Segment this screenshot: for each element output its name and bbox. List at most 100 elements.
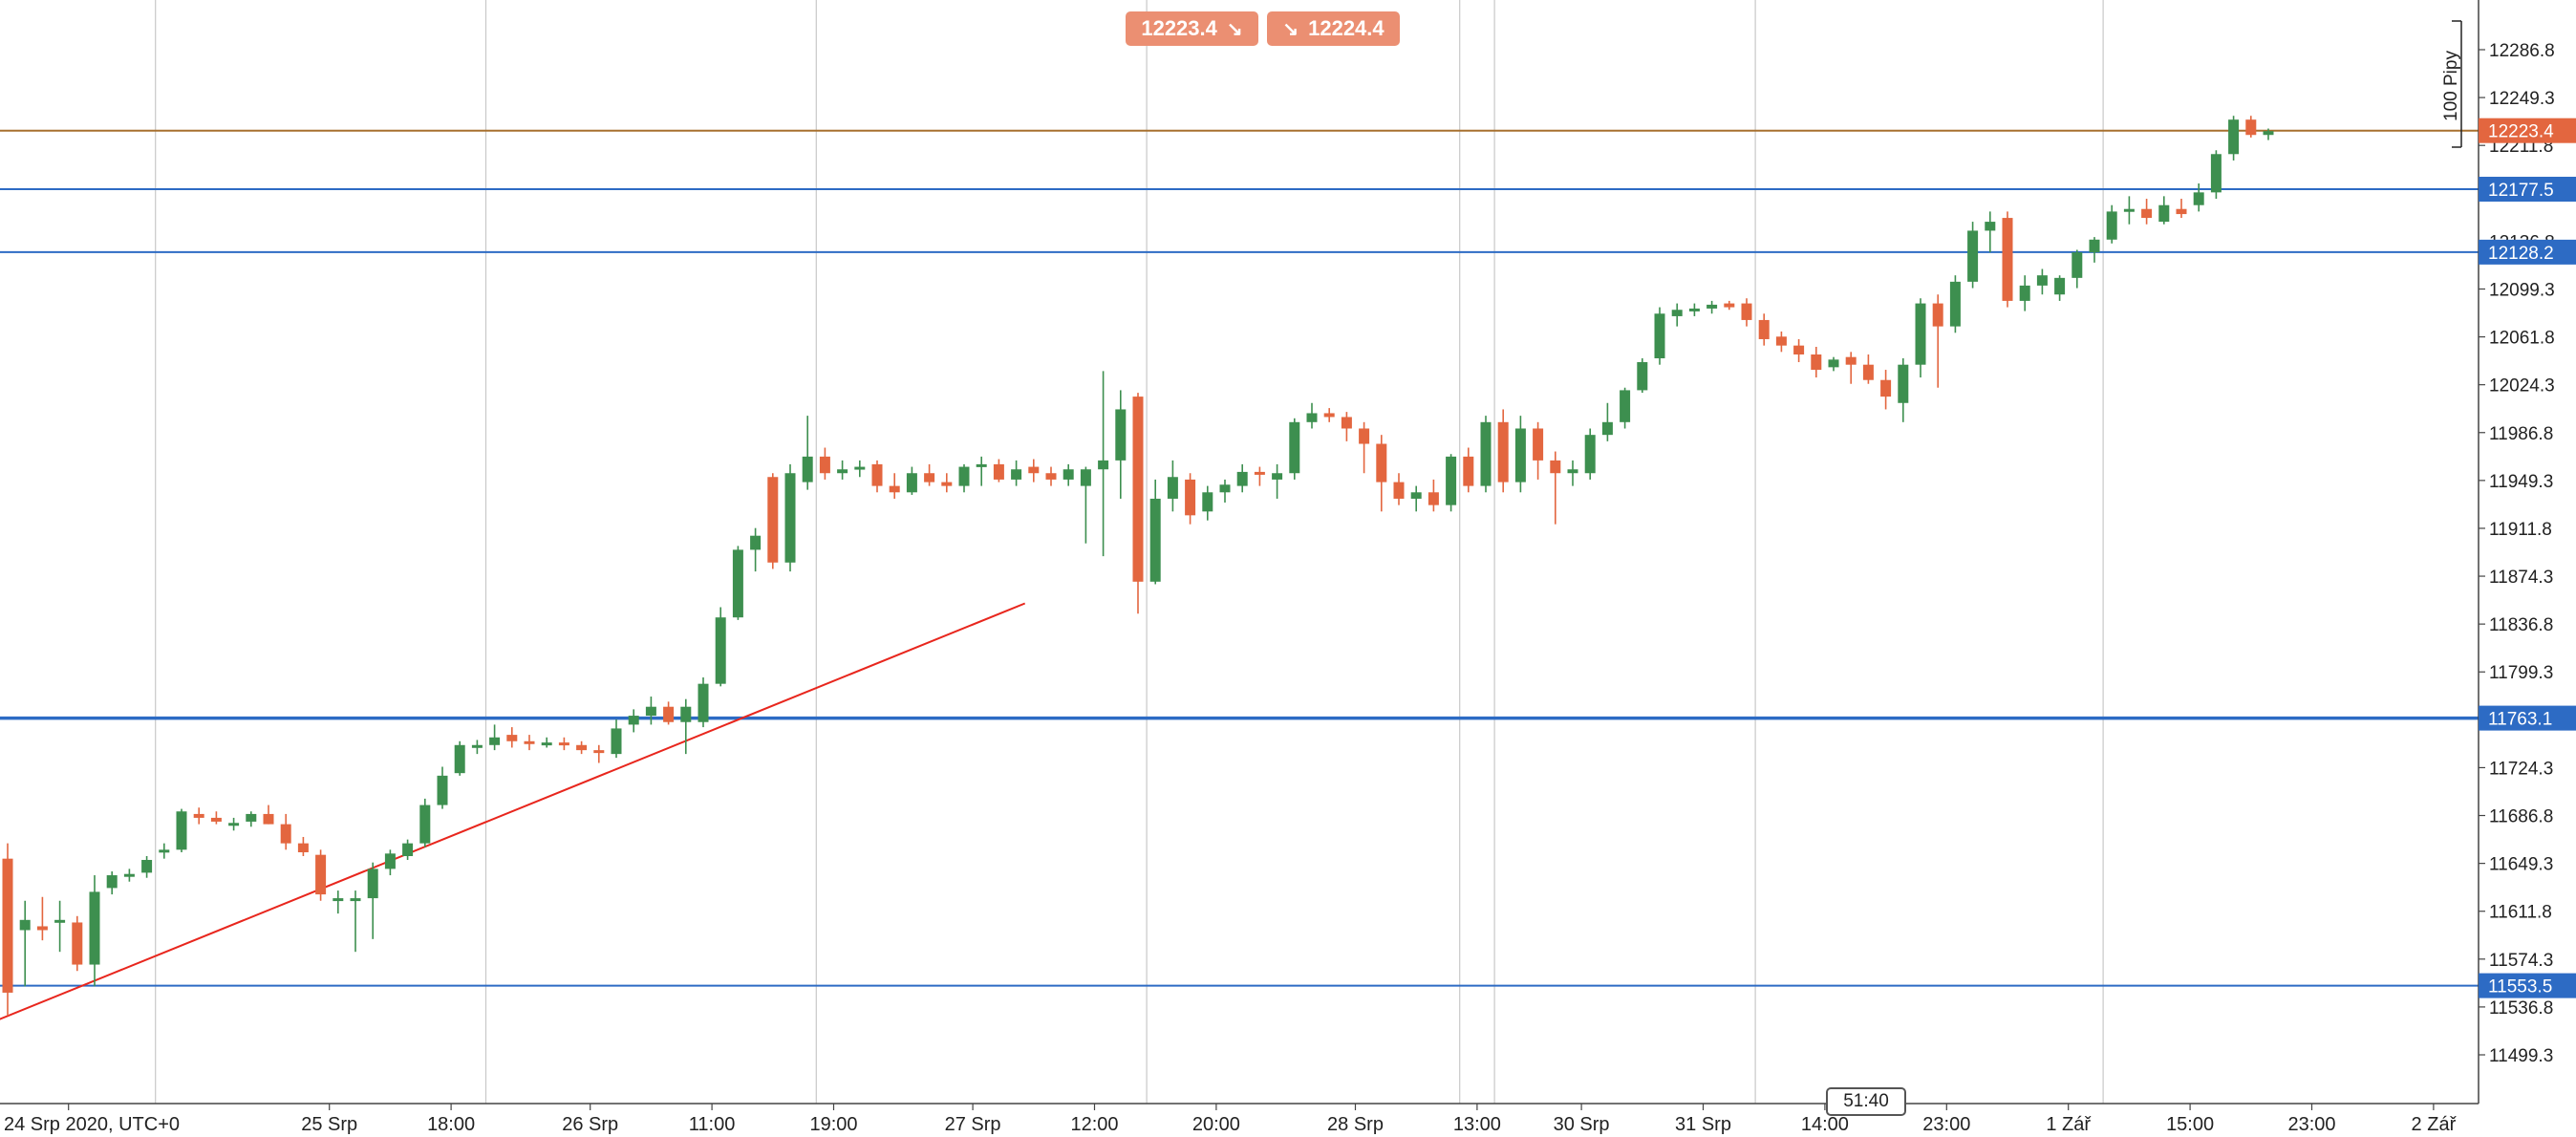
candle <box>1601 402 1613 441</box>
candle-body <box>1480 421 1492 486</box>
x-tick-label: 18:00 <box>427 1114 475 1135</box>
x-tick-label: 30 Srp <box>1554 1114 1610 1135</box>
candle-body <box>1045 473 1057 480</box>
candle-body <box>1811 354 1822 371</box>
candle-body <box>454 744 465 774</box>
candle-body <box>698 683 709 722</box>
candle <box>1045 466 1057 486</box>
y-tick-label: 11986.8 <box>2489 424 2553 444</box>
candle-body <box>1880 379 1892 397</box>
candle <box>593 744 605 763</box>
candle <box>819 447 830 480</box>
candle <box>2228 116 2240 161</box>
y-tick-label: 11536.8 <box>2489 998 2553 1019</box>
candle-body <box>1028 466 1040 474</box>
candle-body <box>489 737 501 745</box>
candle-body <box>1428 492 1439 505</box>
x-tick-label: 25 Srp <box>301 1114 357 1135</box>
candle-body <box>819 456 830 474</box>
candle <box>1533 421 1544 480</box>
candle-body <box>1219 484 1231 493</box>
candle <box>2106 204 2117 244</box>
candle-body <box>210 817 222 822</box>
candle-body <box>54 919 66 923</box>
x-tick-label: 24 Srp 2020, UTC+0 <box>4 1114 180 1135</box>
candle-body <box>1080 469 1091 486</box>
candle <box>2072 249 2083 289</box>
pip-bracket <box>2452 20 2462 148</box>
candle <box>680 698 692 755</box>
buy-quote-button[interactable]: ↘ 12224.4 <box>1267 11 1400 46</box>
candle <box>1828 356 1839 372</box>
candle-body <box>2158 204 2170 223</box>
candle <box>1289 418 1300 480</box>
x-tick-label: 11:00 <box>689 1114 736 1135</box>
y-tick-label: 11649.3 <box>2489 855 2553 875</box>
candle <box>176 808 187 852</box>
candle-body <box>1949 281 1961 327</box>
candle <box>123 869 135 882</box>
trendline-layer[interactable] <box>0 602 1026 1020</box>
candle <box>1758 313 1770 346</box>
candle-body <box>19 919 31 931</box>
candle-body <box>1985 222 1996 231</box>
candle-body <box>2019 285 2030 301</box>
candle <box>1185 473 1196 525</box>
candle <box>210 811 222 825</box>
candle <box>1410 485 1422 512</box>
y-tick-label: 11611.8 <box>2489 903 2552 923</box>
candle <box>1254 466 1265 486</box>
candle-body <box>1149 498 1161 582</box>
y-tick-label: 12099.3 <box>2489 280 2555 300</box>
candle <box>993 459 1004 483</box>
candle-body <box>1289 421 1300 474</box>
candle <box>1446 454 1457 512</box>
candle-body <box>854 466 866 470</box>
candle-body <box>1845 356 1857 365</box>
candle-body <box>593 750 605 754</box>
x-tick-label: 27 Srp <box>945 1114 1001 1135</box>
candle-body <box>784 473 796 563</box>
candle-body <box>958 466 970 486</box>
candle-body <box>419 804 431 844</box>
candle-body <box>1550 460 1561 474</box>
candle-body <box>280 824 291 844</box>
candle <box>1497 409 1509 493</box>
candle-body <box>767 477 779 563</box>
candle-body <box>906 473 917 493</box>
candle <box>889 473 900 499</box>
candle-body <box>106 875 118 889</box>
sell-quote-button[interactable]: 12223.4 ↘ <box>1126 11 1258 46</box>
candle <box>1236 463 1248 493</box>
y-tick-label: 11574.3 <box>2489 951 2553 971</box>
candle-body <box>2106 211 2117 240</box>
candle <box>2158 196 2170 225</box>
candle <box>350 890 361 953</box>
candle <box>611 719 622 759</box>
candle-body <box>2228 119 2240 155</box>
candle <box>1654 307 1665 365</box>
candle <box>193 807 204 825</box>
y-tick-label: 11874.3 <box>2489 568 2553 588</box>
candle-body <box>558 742 569 746</box>
x-tick-label: 12:00 <box>1070 1114 1118 1135</box>
candle <box>367 862 378 939</box>
candle <box>2123 196 2135 225</box>
x-tick-label: 20:00 <box>1192 1114 1240 1135</box>
candle-body <box>2245 119 2257 136</box>
y-tick-label: 11799.3 <box>2489 663 2553 683</box>
candle <box>489 724 501 751</box>
candle <box>1688 303 1700 316</box>
sell-price: 12223.4 <box>1141 16 1217 40</box>
candle-body <box>1637 362 1648 391</box>
candle-body <box>1306 413 1318 422</box>
candle <box>1724 300 1735 311</box>
candle <box>1393 473 1405 505</box>
candle-body <box>384 853 396 869</box>
candle-body <box>333 898 344 902</box>
x-tick-label: 28 Srp <box>1327 1114 1384 1135</box>
candle-body <box>1393 482 1405 499</box>
candle-body <box>2210 154 2222 193</box>
trendline[interactable] <box>0 602 1026 1020</box>
